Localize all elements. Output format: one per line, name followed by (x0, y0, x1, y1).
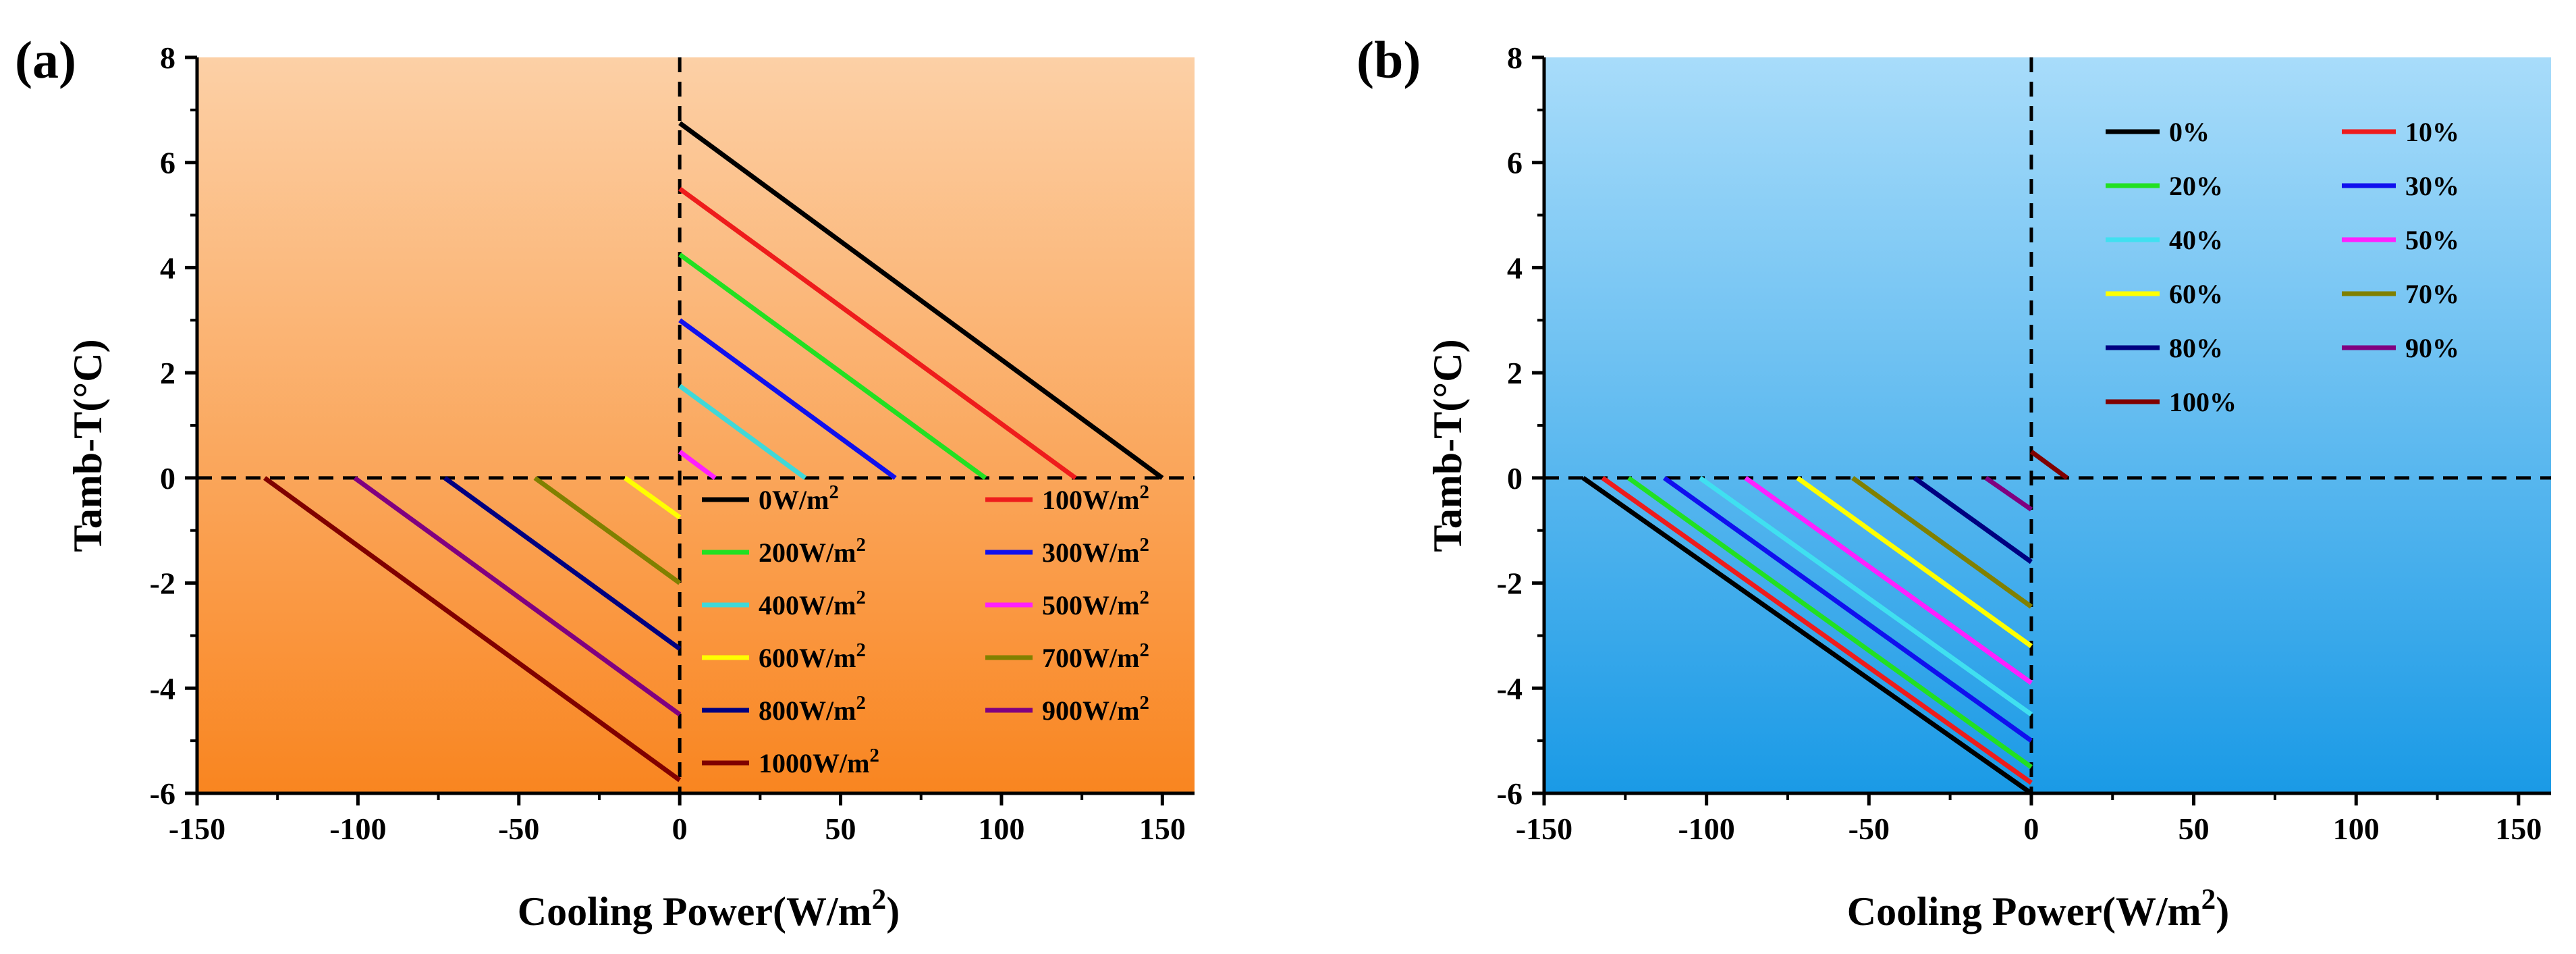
legend-label: 500W/m2 (1042, 587, 1149, 620)
x-tick-label: -100 (329, 812, 386, 846)
legend: 0W/m2 100W/m2 200W/m2 300W/m2 400W/m2 500W/m2… (702, 481, 1149, 778)
legend-label: 60% (2169, 279, 2223, 309)
series-line-0 (1581, 476, 2033, 795)
legend-label: 100W/m2 (1042, 481, 1149, 515)
x-tick-label: -50 (1848, 812, 1890, 846)
y-tick-label: 2 (160, 356, 175, 390)
series-line-1000wm (263, 476, 682, 783)
y-tick-label: 4 (1507, 250, 1523, 285)
series-line-70 (1851, 476, 2033, 609)
x-tick-label: 0 (672, 812, 688, 846)
series-line-300wm (678, 318, 897, 480)
x-tick-label: 100 (2333, 812, 2380, 846)
panel-label: (b) (1356, 30, 1421, 89)
y-tick-label: 0 (160, 461, 175, 496)
legend-label: 900W/m2 (1042, 692, 1149, 726)
x-tick-label: -150 (1516, 812, 1572, 846)
y-tick-label: 2 (1507, 356, 1523, 390)
legend-label: 700W/m2 (1042, 639, 1149, 673)
legend-label: 0% (2169, 117, 2210, 147)
series-line-600wm (624, 476, 682, 520)
x-tick-label: -150 (169, 812, 225, 846)
series-line-90 (1984, 476, 2033, 512)
y-tick-label: -6 (1497, 776, 1523, 811)
y-tick-label: -6 (150, 776, 175, 811)
legend-label: 300W/m2 (1042, 534, 1149, 568)
legend-label: 0W/m2 (759, 481, 839, 515)
x-tick-label: 150 (2495, 812, 2542, 846)
series-line-80 (1913, 476, 2033, 564)
y-tick-label: -4 (1497, 671, 1523, 706)
legend-label: 400W/m2 (759, 587, 866, 620)
y-axis-title: Tamb-T(°C) (65, 339, 110, 552)
legend-label: 50% (2405, 225, 2459, 255)
x-axis-title: Cooling Power(W/m2) (1847, 884, 2230, 934)
x-axis-title: Cooling Power(W/m2) (518, 884, 900, 934)
y-tick-label: 8 (1507, 41, 1523, 75)
y-tick-label: 4 (160, 250, 175, 285)
y-tick-label: 8 (160, 41, 175, 75)
series-line-10 (1601, 476, 2033, 785)
y-tick-label: 0 (1507, 461, 1523, 496)
series-line-400wm (678, 383, 807, 480)
legend-label: 40% (2169, 225, 2223, 255)
x-tick-label: -50 (498, 812, 539, 846)
series-line-20 (1627, 476, 2033, 769)
series-line-60 (1796, 476, 2033, 648)
y-tick-label: 6 (1507, 146, 1523, 180)
legend-label: 800W/m2 (759, 692, 866, 726)
panel-label: (a) (15, 30, 76, 89)
series-line-500wm (678, 450, 717, 480)
legend-label: 1000W/m2 (759, 745, 879, 778)
y-tick-label: 6 (160, 146, 175, 180)
series-line-40 (1698, 476, 2033, 717)
x-tick-label: 50 (825, 812, 856, 846)
x-tick-label: 50 (2178, 812, 2210, 846)
y-tick-label: -4 (150, 671, 175, 706)
legend-label: 10% (2405, 117, 2459, 147)
legend-label: 80% (2169, 333, 2223, 363)
chart-panel-a: (a) Cooling Power(W/m2) Tamb-T(°C) -150-… (15, 30, 1195, 934)
y-tick-label: -2 (150, 566, 175, 601)
x-tick-label: 100 (978, 812, 1024, 846)
legend-label: 200W/m2 (759, 534, 866, 568)
y-tick-label: -2 (1497, 566, 1523, 601)
legend-label: 30% (2405, 171, 2459, 201)
plot-area-background (1544, 57, 2551, 793)
series-line-100 (2029, 450, 2068, 480)
plot-area-background (197, 57, 1195, 793)
series-line-800wm (443, 476, 682, 651)
series-line-900wm (353, 476, 682, 717)
series-line-30 (1663, 476, 2033, 743)
x-tick-label: 0 (2023, 812, 2039, 846)
y-axis-title: Tamb-T(°C) (1425, 339, 1470, 552)
x-tick-label: 150 (1139, 812, 1186, 846)
legend-label: 70% (2405, 279, 2459, 309)
series-line-200wm (678, 253, 987, 480)
series-line-0wm (678, 121, 1164, 480)
legend: 0% 10% 20% 30% 40% 50% 60% 70% 80% 90% 100% (2106, 117, 2459, 417)
series-line-50 (1744, 476, 2033, 685)
series-line-100wm (678, 186, 1077, 480)
x-tick-label: -100 (1678, 812, 1734, 846)
legend-label: 20% (2169, 171, 2223, 201)
legend-label: 600W/m2 (759, 639, 866, 673)
legend-label: 90% (2405, 333, 2459, 363)
legend-label: 100% (2169, 387, 2237, 417)
chart-panel-b: (b) Cooling Power(W/m2) Tamb-T(°C) -150-… (1356, 30, 2551, 934)
series-line-700wm (533, 476, 682, 585)
